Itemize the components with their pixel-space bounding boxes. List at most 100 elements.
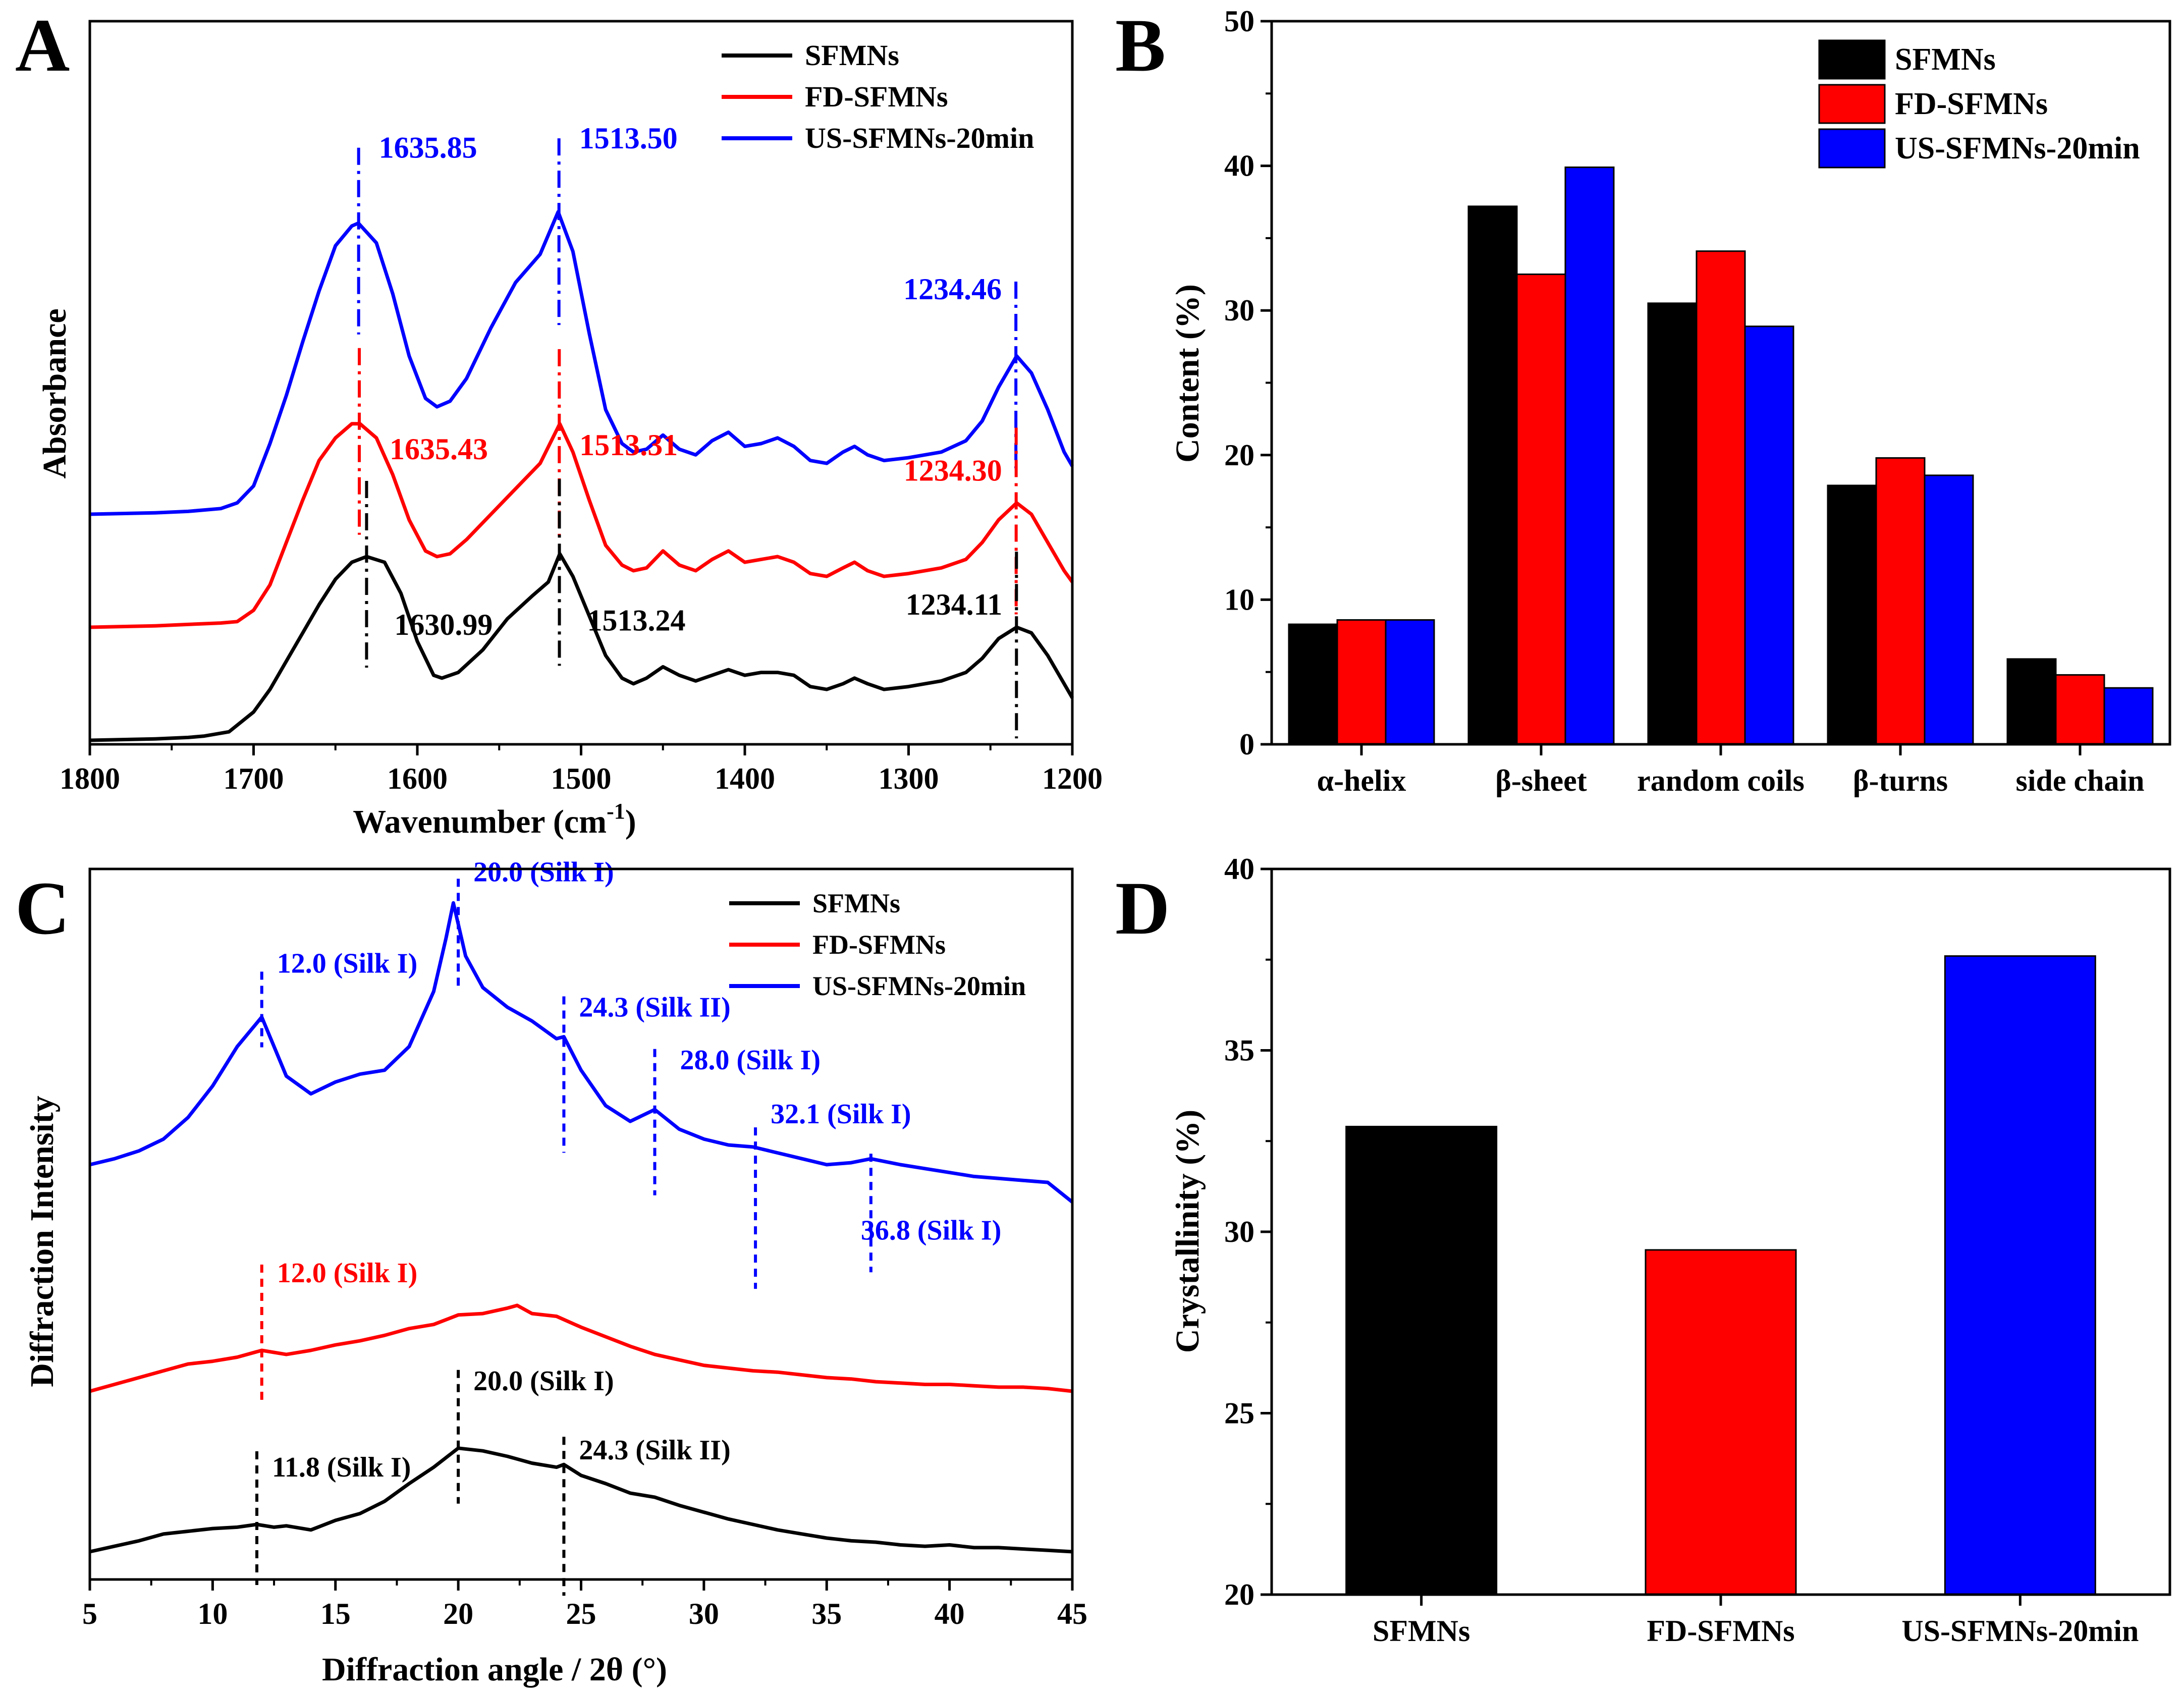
panel-b-secondary-structure-chart: Content (%) 0 10 20 30 40 50 α-helix β-sheet ran… bbox=[1169, 5, 2171, 797]
panel-d-y-tick-label: 40 bbox=[1224, 852, 1254, 886]
panel-a-x-tick-label: 1600 bbox=[387, 762, 448, 795]
panel-a-xlabel-superscript: -1 bbox=[607, 799, 625, 824]
panel-b-bar-us-sfmns-20min-turns bbox=[1924, 474, 1974, 745]
panel-c-legend-label-us-sfmns-20min: US-SFMNs-20min bbox=[812, 971, 1026, 1001]
panel-a-x-tick-label: 1500 bbox=[551, 762, 612, 795]
panel-c-x-tick-label: 45 bbox=[1057, 1597, 1087, 1630]
panel-letter-d: D bbox=[1115, 866, 1170, 950]
panel-b-legend-swatch-us-sfmns-20min bbox=[1818, 128, 1886, 169]
panel-d-y-tick-label: 25 bbox=[1224, 1397, 1254, 1430]
panel-b-category-label: side chain bbox=[2015, 764, 2144, 797]
panel-b-bar-fd-sfmns-helix bbox=[1336, 619, 1387, 745]
panel-c-peak-label: 32.1 (Silk I) bbox=[771, 1099, 911, 1130]
panel-letter-b: B bbox=[1115, 4, 1166, 87]
panel-b-bar-us-sfmns-20min-random-coils bbox=[1744, 325, 1794, 745]
panel-c-peak-label: 28.0 (Silk I) bbox=[680, 1045, 821, 1076]
panel-d-crystallinity-chart: Crystallinity (%) 20 25 30 35 40 SFMNs FD-SFMN… bbox=[1169, 852, 2171, 1648]
panel-d-bar-fd-sfmns bbox=[1645, 1249, 1797, 1596]
panel-letter-a: A bbox=[15, 4, 70, 87]
panel-c-x-tick-label: 15 bbox=[320, 1597, 351, 1630]
panel-c-x-axis-label: Diffraction angle / 2θ (°) bbox=[322, 1651, 667, 1688]
panel-c-legend-label-fd-sfmns: FD-SFMNs bbox=[812, 930, 946, 960]
panel-b-bar-us-sfmns-20min-sheet bbox=[1564, 166, 1615, 745]
panel-c-y-axis-label: Diffraction Intensity bbox=[24, 1096, 61, 1387]
panel-b-bar-sfmns-turns bbox=[1827, 484, 1877, 745]
panel-d-y-tick-label: 35 bbox=[1224, 1034, 1254, 1067]
panel-d-y-tick-label: 20 bbox=[1224, 1578, 1254, 1611]
panel-c-legend-label-sfmns: SFMNs bbox=[812, 888, 900, 918]
panel-a-peak-label: 1513.24 bbox=[587, 604, 686, 637]
panel-d-category-label: US-SFMNs-20min bbox=[1901, 1614, 2139, 1648]
panel-c-peak-label: 24.3 (Silk II) bbox=[579, 992, 730, 1023]
panel-letter-c: C bbox=[15, 866, 70, 950]
panel-a-plot-frame bbox=[88, 20, 1074, 746]
panel-b-y-tick-label: 50 bbox=[1224, 5, 1254, 38]
panel-b-legend-label-us-sfmns-20min: US-SFMNs-20min bbox=[1895, 131, 2140, 166]
panel-d-y-axis-label: Crystallinity (%) bbox=[1169, 1110, 1206, 1353]
panel-b-category-label: random coils bbox=[1637, 764, 1805, 797]
panel-b-bar-sfmns-helix bbox=[1288, 623, 1338, 745]
panel-c-peak-label: 24.3 (Silk II) bbox=[579, 1435, 730, 1466]
panel-a-x-tick-label: 1700 bbox=[224, 762, 284, 795]
panel-a-xlabel-end: ) bbox=[625, 803, 636, 840]
panel-b-bar-fd-sfmns-sheet bbox=[1516, 274, 1566, 745]
panel-c-x-tick-label: 20 bbox=[443, 1597, 473, 1630]
panel-a-peak-label: 1513.50 bbox=[579, 122, 678, 155]
panel-c-peak-label: 20.0 (Silk I) bbox=[473, 1366, 614, 1397]
panel-b-category-label: β-sheet bbox=[1495, 764, 1587, 797]
panel-b-bar-sfmns-random-coils bbox=[1647, 302, 1698, 745]
panel-d-category-label: SFMNs bbox=[1373, 1614, 1470, 1648]
panel-d-bar-sfmns bbox=[1345, 1125, 1498, 1596]
panel-c-peak-label: 11.8 (Silk I) bbox=[272, 1452, 411, 1483]
panel-a-peak-label: 1635.43 bbox=[390, 432, 488, 466]
panel-a-peak-label: 1234.11 bbox=[906, 588, 1003, 621]
panel-a-peak-label: 1630.99 bbox=[394, 608, 493, 641]
panel-b-category-label: α-helix bbox=[1317, 764, 1406, 797]
panel-b-bar-fd-sfmns-side-chain bbox=[2055, 674, 2105, 745]
panel-a-legend-label-us-sfmns-20min: US-SFMNs-20min bbox=[805, 122, 1034, 154]
panel-b-plot-frame bbox=[1270, 20, 2171, 746]
panel-c-x-tick-label: 25 bbox=[566, 1597, 596, 1630]
panel-c-x-tick-label: 35 bbox=[811, 1597, 842, 1630]
panel-b-bar-us-sfmns-20min-side-chain bbox=[2103, 687, 2154, 745]
panel-c-xrd-chart: Diffraction angle / 2θ (°) Diffraction I… bbox=[24, 856, 1087, 1688]
panel-b-legend-swatch-sfmns bbox=[1818, 39, 1886, 80]
panel-c-x-tick-label: 5 bbox=[82, 1597, 97, 1630]
panel-b-category-label: β-turns bbox=[1853, 764, 1948, 797]
panel-a-xlabel-main: Wavenumber (cm bbox=[353, 803, 607, 840]
panel-c-x-tick-label: 10 bbox=[197, 1597, 228, 1630]
panel-b-legend-label-fd-sfmns: FD-SFMNs bbox=[1895, 87, 2048, 121]
panel-b-y-axis-label: Content (%) bbox=[1169, 284, 1206, 463]
panel-a-x-axis-label: Wavenumber (cm-1) bbox=[353, 799, 636, 840]
panel-b-legend-label-sfmns: SFMNs bbox=[1895, 42, 1996, 77]
panel-a-legend-label-sfmns: SFMNs bbox=[805, 39, 899, 72]
panel-a-peak-label: 1635.85 bbox=[379, 131, 477, 165]
panel-a-peak-label: 1234.30 bbox=[904, 454, 1002, 487]
panel-a-legend-label-fd-sfmns: FD-SFMNs bbox=[805, 80, 948, 113]
panel-b-bar-sfmns-sheet bbox=[1467, 205, 1518, 745]
panel-c-plot-frame bbox=[88, 867, 1074, 1581]
panel-b-y-tick-label: 10 bbox=[1224, 583, 1254, 616]
panel-b-y-tick-label: 20 bbox=[1224, 439, 1254, 472]
panel-a-x-tick-label: 1300 bbox=[879, 762, 939, 795]
panel-c-x-tick-label: 40 bbox=[935, 1597, 965, 1630]
panel-b-bar-us-sfmns-20min-helix bbox=[1385, 619, 1435, 745]
panel-c-peak-label: 36.8 (Silk I) bbox=[861, 1215, 1002, 1246]
panel-a-series-us-sfmns-20min bbox=[89, 210, 1074, 516]
panel-a-x-tick-label: 1800 bbox=[60, 762, 120, 795]
panel-a-series-sfmns bbox=[89, 552, 1074, 742]
panel-b-y-tick-label: 40 bbox=[1224, 149, 1254, 183]
panel-a-x-tick-label: 1400 bbox=[715, 762, 775, 795]
panel-c-series-us-sfmns-20min bbox=[89, 901, 1074, 1204]
panel-c-series-fd-sfmns bbox=[89, 1303, 1073, 1393]
panel-a-ftir-chart: Wavenumber (cm-1) Absorbance 1800 1700 160… bbox=[36, 20, 1103, 840]
panel-c-peak-label: 12.0 (Silk I) bbox=[277, 1258, 418, 1289]
panel-d-y-tick-label: 30 bbox=[1224, 1215, 1254, 1248]
panel-b-y-tick-label: 0 bbox=[1239, 728, 1254, 761]
panel-d-plot-frame bbox=[1270, 867, 2171, 1596]
panel-a-series-fd-sfmns bbox=[89, 422, 1074, 629]
panel-a-y-axis-label: Absorbance bbox=[36, 308, 73, 478]
panel-a-x-tick-label: 1200 bbox=[1042, 762, 1103, 795]
panel-c-peak-label: 12.0 (Silk I) bbox=[277, 948, 418, 979]
panel-b-legend-swatch-fd-sfmns bbox=[1818, 84, 1886, 124]
